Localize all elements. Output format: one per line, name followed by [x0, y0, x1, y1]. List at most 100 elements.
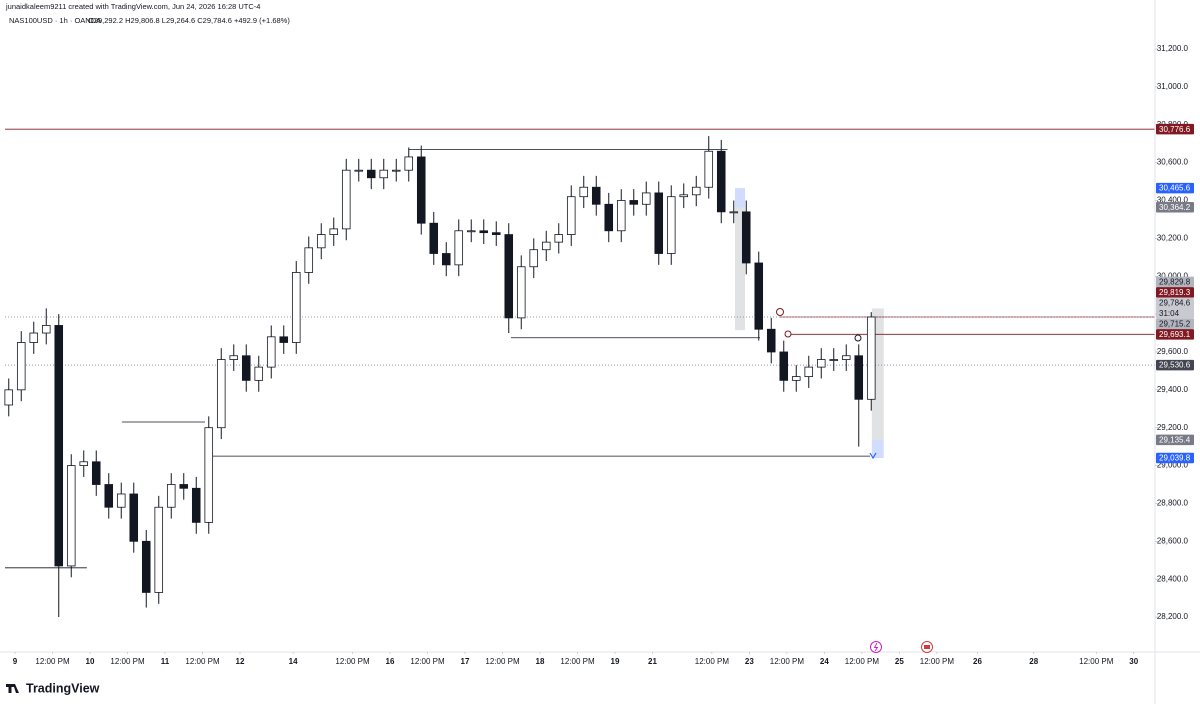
- candles: [4, 136, 876, 618]
- x-tick-label: 12:00 PM: [770, 657, 805, 666]
- y-tick-label: 29,600.0: [1157, 347, 1189, 356]
- x-tick-label: 12:00 PM: [1079, 657, 1114, 666]
- candle-body: [316, 234, 326, 249]
- candle-body: [366, 169, 376, 179]
- price-badge: [1156, 123, 1194, 135]
- x-tick-label: 12:00 PM: [560, 657, 595, 666]
- candle-body: [229, 355, 239, 360]
- candle-body: [791, 376, 801, 381]
- candle-body: [866, 316, 876, 400]
- y-tick-label: 30,200.0: [1157, 233, 1189, 242]
- x-tick-label: 25: [895, 657, 904, 666]
- candle-body: [79, 461, 89, 466]
- candle-body: [616, 200, 626, 232]
- flag-icon-glyph: [924, 645, 930, 649]
- price-badge: [1156, 329, 1194, 340]
- time-axis: 9 12:00 PM 10 12:00 PM 11 12:00 PM 12 14 12:00 P…: [13, 652, 1139, 666]
- candle-body: [579, 186, 589, 198]
- x-tick-label: 10: [86, 657, 95, 666]
- level-marker: [776, 308, 784, 316]
- price-badge-countdown: 31:04: [1159, 309, 1180, 318]
- price-badge: [1156, 276, 1194, 288]
- candle-body: [179, 484, 189, 489]
- candle-body: [4, 389, 14, 406]
- x-tick-label: 12:00 PM: [485, 657, 520, 666]
- candle-body: [529, 249, 539, 268]
- price-badge-label: 29,039.8: [1159, 454, 1191, 463]
- x-tick-label: 12:00 PM: [110, 657, 145, 666]
- price-badge-label: 29,715.2: [1159, 319, 1191, 328]
- level-marker: [784, 330, 792, 338]
- event-icon[interactable]: [870, 641, 882, 653]
- candle-body: [841, 355, 851, 360]
- x-tick-label: 12:00 PM: [410, 657, 445, 666]
- price-badge: [1156, 434, 1194, 446]
- event-icon-glyph: [873, 642, 879, 652]
- candle-body: [254, 366, 264, 381]
- price-badge-label: 29,693.1: [1159, 330, 1191, 339]
- x-tick-label: 12:00 PM: [845, 657, 880, 666]
- x-tick-label: 12:00 PM: [35, 657, 70, 666]
- price-badge-label: 30,776.6: [1159, 125, 1191, 134]
- candle-body: [329, 228, 339, 235]
- arrow-marker: [869, 452, 877, 460]
- candle-body: [554, 234, 564, 243]
- x-tick-label: 12: [236, 657, 245, 666]
- position-zone: [871, 308, 884, 440]
- candle-body: [166, 484, 176, 508]
- position-zone: [735, 188, 745, 208]
- y-tick-label: 30,000.0: [1157, 271, 1189, 280]
- candle-body: [379, 169, 389, 179]
- price-badge: [1156, 182, 1194, 194]
- candle-body: [129, 493, 139, 542]
- candle-body: [779, 351, 789, 381]
- ohlc-legend: O29,292.2 H29,806.8 L29,264.6 C29,784.6 …: [88, 16, 290, 25]
- candle-body: [679, 194, 689, 198]
- candle-body: [29, 332, 39, 343]
- candle-body: [204, 427, 214, 523]
- price-badge-label: 29,819.3: [1159, 288, 1191, 297]
- price-badge-label: 30,465.6: [1159, 184, 1191, 193]
- brand: TradingView: [6, 681, 100, 695]
- candle-body: [766, 328, 776, 353]
- y-tick-label: 28,800.0: [1157, 499, 1189, 508]
- candle-body: [391, 169, 401, 172]
- candle-body: [416, 156, 426, 224]
- candle-body: [691, 186, 701, 196]
- candle-body: [816, 359, 826, 368]
- candle-body: [91, 461, 101, 485]
- price-badge-label: 29,135.4: [1159, 436, 1191, 445]
- candle-body: [716, 150, 726, 213]
- candle-body: [191, 487, 201, 523]
- price-badge: [1156, 359, 1194, 371]
- candle-body: [491, 232, 501, 235]
- candle-body: [641, 192, 651, 205]
- x-tick-label: 14: [289, 657, 298, 666]
- candle-body: [141, 540, 151, 593]
- candle-body: [429, 222, 439, 254]
- x-tick-label: 11: [161, 657, 170, 666]
- x-tick-label: 17: [461, 657, 470, 666]
- y-tick-label: 30,600.0: [1157, 158, 1189, 167]
- price-badge: [1156, 318, 1194, 330]
- candle-body: [741, 211, 751, 264]
- credit: junaidkaleem9211 created with TradingVie…: [5, 2, 260, 11]
- y-tick-label: 29,200.0: [1157, 423, 1189, 432]
- position-zone: [735, 207, 745, 331]
- candle-body: [454, 230, 464, 266]
- x-tick-label: 12:00 PM: [695, 657, 730, 666]
- x-tick-label: 9: [13, 657, 18, 666]
- y-tick-label: 31,000.0: [1157, 82, 1189, 91]
- price-badge-label: 29,829.8: [1159, 277, 1191, 286]
- candle-body: [279, 336, 289, 343]
- x-tick-label: 26: [973, 657, 982, 666]
- candle-body: [829, 359, 839, 361]
- x-tick-label: 12:00 PM: [920, 657, 955, 666]
- candle-body: [604, 203, 614, 232]
- zones: [735, 188, 884, 459]
- x-tick-label: 19: [611, 657, 620, 666]
- x-tick-label: 24: [820, 657, 829, 666]
- y-tick-label: 30,400.0: [1157, 196, 1189, 205]
- candle-body: [854, 355, 864, 400]
